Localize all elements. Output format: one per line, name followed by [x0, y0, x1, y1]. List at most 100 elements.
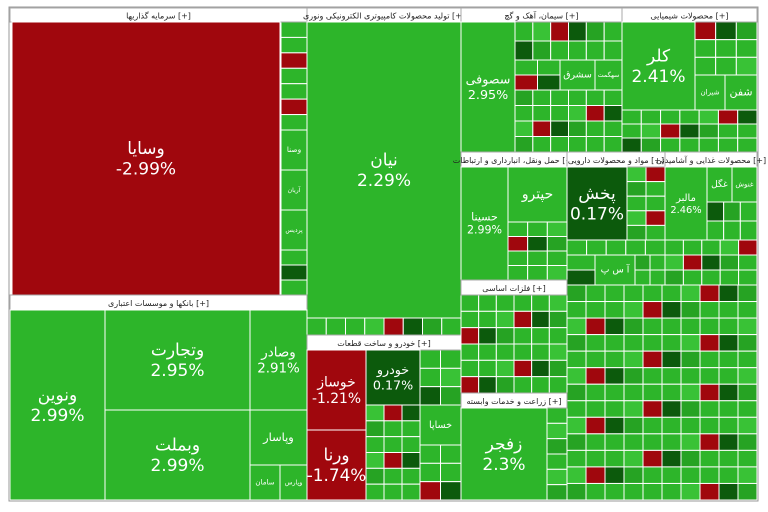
small-tile — [680, 334, 701, 352]
group-title[interactable]: [+] مواد و محصولات دارویی — [568, 156, 664, 165]
small-tile — [698, 137, 719, 153]
stock-tile[interactable] — [365, 349, 421, 406]
small-tile — [699, 400, 720, 418]
small-tile — [718, 317, 739, 336]
group-title[interactable]: [+] محصولات شیمیایی — [650, 12, 728, 21]
stock-tile[interactable] — [460, 407, 548, 501]
small-tile — [513, 310, 533, 329]
small-tile — [642, 433, 663, 451]
stock-name: سامان — [255, 478, 274, 487]
small-tile — [642, 400, 663, 418]
small-tile — [699, 350, 720, 369]
small-tile — [568, 105, 587, 122]
stock-tile[interactable] — [664, 166, 708, 241]
small-tile — [680, 449, 701, 468]
stock-change: 2.95% — [150, 361, 204, 381]
small-tile — [735, 39, 758, 58]
small-tile — [717, 123, 739, 139]
stock-name: خساپا — [429, 420, 452, 431]
stock-tile[interactable] — [460, 21, 516, 153]
stock-tile[interactable] — [249, 409, 308, 466]
small-tile — [365, 436, 385, 453]
group-title[interactable]: [+] محصولات غذایی و آشامیدنی — [656, 155, 766, 165]
stock-tile[interactable] — [249, 464, 281, 501]
small-tile — [365, 467, 385, 485]
small-tile — [401, 467, 421, 485]
stock-tile[interactable] — [279, 464, 308, 501]
small-tile — [661, 383, 682, 402]
small-tile — [642, 482, 663, 501]
small-tile — [527, 265, 548, 281]
small-tile — [585, 301, 606, 319]
small-tile — [680, 367, 701, 385]
small-tile — [718, 433, 739, 451]
group-title[interactable]: [+] تولید محصولات کامپیوتری الکترونیکی و… — [303, 12, 465, 21]
small-tile — [401, 420, 421, 438]
small-tile — [548, 310, 568, 329]
stock-tile[interactable] — [280, 129, 308, 171]
stock-tile[interactable] — [11, 21, 281, 296]
small-tile — [604, 284, 625, 303]
small-tile — [661, 367, 682, 385]
stock-tile[interactable] — [706, 166, 733, 203]
small-tile — [550, 120, 570, 137]
small-tile — [623, 416, 644, 435]
stock-tile[interactable] — [594, 254, 636, 286]
stock-tile[interactable] — [724, 74, 758, 111]
stock-tile[interactable] — [9, 309, 106, 501]
stock-change: -1.74% — [307, 465, 367, 485]
small-tile — [383, 467, 403, 485]
small-tile — [550, 136, 570, 153]
stock-name: آریان — [288, 185, 301, 194]
group-title[interactable]: [+] سیمان، آهک و گچ — [504, 11, 578, 21]
small-tile — [680, 482, 701, 501]
small-tile — [604, 433, 625, 451]
group-title[interactable]: [+] بانکها و موسسات اعتباری — [108, 299, 209, 308]
group-title[interactable]: [+] فلزات اساسی — [482, 284, 545, 293]
small-tile — [604, 383, 625, 402]
small-tile — [604, 400, 625, 418]
small-tile — [604, 449, 625, 468]
group-header[interactable] — [460, 279, 568, 296]
small-tile — [585, 416, 606, 435]
small-tile — [550, 105, 570, 122]
group-title[interactable]: [+] زراعت و خدمات وابسته — [466, 397, 561, 406]
small-tile — [548, 294, 568, 312]
group-title[interactable]: [+] خودرو و ساخت قطعات — [337, 339, 431, 348]
stock-tile[interactable] — [594, 59, 623, 91]
small-tile — [365, 483, 385, 501]
small-tile — [737, 137, 758, 153]
small-tile — [604, 416, 625, 435]
stock-tile[interactable] — [306, 429, 367, 501]
stock-tile[interactable] — [104, 409, 251, 501]
small-tile — [735, 56, 758, 76]
small-tile — [460, 343, 480, 361]
stock-tile[interactable] — [566, 166, 628, 241]
stock-tile[interactable] — [731, 166, 758, 203]
small-tile — [737, 416, 758, 435]
stock-name: خوساز — [316, 374, 355, 390]
stock-name: زفجر — [485, 435, 523, 455]
small-tile — [698, 109, 719, 125]
group-title[interactable]: [+] سرمایه گذاریها — [126, 11, 191, 21]
stock-tile[interactable] — [460, 166, 509, 281]
small-tile — [718, 416, 739, 435]
small-tile — [661, 466, 682, 484]
small-tile — [513, 359, 533, 378]
small-tile — [642, 317, 663, 336]
stock-tile[interactable] — [507, 166, 568, 223]
stock-tile[interactable] — [694, 74, 726, 111]
stock-change: 2.95% — [468, 87, 508, 102]
small-tile — [737, 284, 758, 303]
stock-tile[interactable] — [280, 209, 308, 251]
stock-change: 2.99% — [150, 456, 204, 476]
group-title[interactable]: [+] حمل ونقل، انبارداری و ارتباطات — [453, 156, 576, 165]
stock-tile[interactable] — [306, 21, 462, 319]
stock-tile[interactable] — [621, 21, 696, 111]
small-tile — [364, 317, 385, 336]
stock-tile[interactable] — [104, 309, 251, 411]
small-tile — [532, 136, 552, 153]
stock-tile[interactable] — [419, 404, 462, 446]
small-tile — [585, 350, 606, 369]
small-tile — [680, 400, 701, 418]
